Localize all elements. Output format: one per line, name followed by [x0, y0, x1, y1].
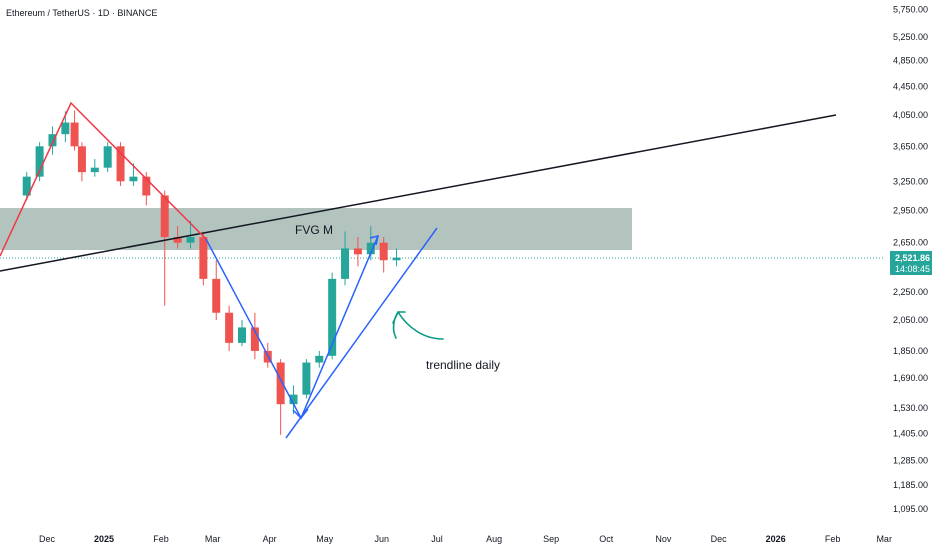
price-tick-label: 1,690.00 [893, 373, 928, 383]
candle-body [212, 278, 221, 313]
price-tick-label: 3,650.00 [893, 141, 928, 151]
green-hand-arrow [392, 311, 444, 340]
time-tick-label: Jul [431, 534, 443, 544]
trendline-daily-label: trendline daily [426, 358, 500, 372]
time-tick-label: May [316, 534, 334, 544]
candle-body [116, 146, 125, 182]
time-tick-label: Oct [599, 534, 614, 544]
candle-body [289, 394, 298, 405]
price-tick-label: 2,050.00 [893, 315, 928, 325]
time-tick-label: Nov [655, 534, 672, 544]
candle-body [250, 327, 259, 351]
blue-support-trendline[interactable] [285, 227, 438, 439]
candle-body [160, 195, 169, 238]
price-tick-label: 2,950.00 [893, 205, 928, 215]
time-tick-label: Feb [153, 534, 169, 544]
price-tick-label: 4,450.00 [893, 82, 928, 92]
price-tick-label: 1,405.00 [893, 429, 928, 439]
candle-body [142, 176, 151, 196]
time-tick-label: 2026 [766, 534, 786, 544]
candle-body [353, 248, 362, 255]
time-tick-label: Dec [39, 534, 56, 544]
price-tick-label: 5,250.00 [893, 32, 928, 42]
candle-body [173, 237, 182, 243]
candle-body [315, 355, 324, 363]
price-tick-label: 1,530.00 [893, 403, 928, 413]
time-tick-label: Aug [486, 534, 502, 544]
red-zigzag[interactable] [0, 101, 207, 257]
candle-body [48, 134, 57, 147]
countdown-value: 14:08:45 [895, 264, 930, 274]
price-tick-label: 3,250.00 [893, 176, 928, 186]
price-tick-label: 4,050.00 [893, 110, 928, 120]
candle-body [341, 248, 350, 279]
time-tick-label: Sep [543, 534, 559, 544]
time-tick-label: 2025 [94, 534, 114, 544]
candle-body [238, 327, 246, 343]
price-tick-label: 1,185.00 [893, 480, 928, 490]
candle-body [90, 167, 99, 173]
candle-body [103, 146, 112, 168]
black-trendline[interactable] [0, 114, 837, 272]
time-tick-label: Apr [263, 534, 277, 544]
fvg-label: FVG M [295, 223, 333, 237]
price-tick-label: 2,250.00 [893, 287, 928, 297]
candle-body [366, 242, 375, 255]
candle-body [186, 237, 195, 243]
candle-body [129, 176, 138, 182]
candle-body [61, 122, 70, 135]
price-tick-label: 2,650.00 [893, 238, 928, 248]
time-tick-label: Mar [205, 534, 221, 544]
candle-body [199, 237, 208, 279]
time-axis[interactable]: Dec 2025 Feb Mar Apr May Jun Jul Aug Sep Oct Nov Dec… [39, 534, 892, 544]
candle-body [328, 278, 337, 356]
candle-body [35, 146, 44, 177]
last-price-value: 2,521.86 [895, 253, 930, 263]
price-tick-label: 1,850.00 [893, 346, 928, 356]
candle-body [392, 257, 401, 261]
price-tick-label: 4,850.00 [893, 56, 928, 66]
blue-arrow-head-high [369, 234, 379, 246]
chart-title: Ethereum / TetherUS · 1D · BINANCE [6, 8, 157, 18]
candle-body [302, 362, 311, 395]
time-tick-label: Dec [711, 534, 728, 544]
price-tick-label: 5,750.00 [893, 5, 928, 15]
candle-body [70, 122, 79, 147]
time-tick-label: Jun [375, 534, 390, 544]
time-tick-label: Mar [876, 534, 892, 544]
time-tick-label: Feb [825, 534, 841, 544]
candle-body [276, 362, 285, 405]
price-tick-label: 1,285.00 [893, 456, 928, 466]
candle-body [379, 242, 388, 261]
candle-body [225, 312, 234, 343]
last-price-tag: 2,521.86 14:08:45 [890, 251, 932, 275]
price-tick-label: 1,095.00 [893, 504, 928, 514]
price-axis[interactable]: 5,750.00 5,250.00 4,850.00 4,450.00 4,050.00… [893, 5, 928, 514]
fvg-zone[interactable] [0, 208, 632, 250]
candle-body [22, 176, 31, 196]
candle-body [77, 146, 86, 173]
